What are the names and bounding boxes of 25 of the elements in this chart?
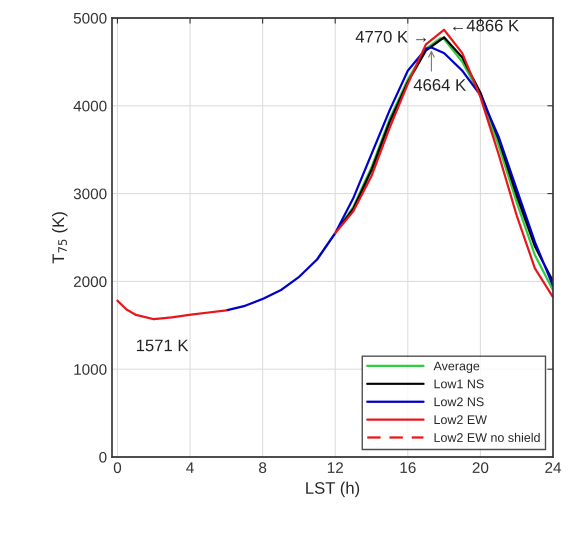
annotation: 4664 K: [414, 79, 466, 91]
legend-label: Low2 EW: [434, 415, 487, 424]
y-tick-label: 4000: [74, 100, 107, 112]
y-tick-label: 3000: [74, 188, 107, 200]
x-tick-label: 12: [328, 462, 343, 473]
y-tick-label: 5000: [74, 12, 107, 24]
x-axis-title: LST (h): [306, 482, 360, 498]
x-tick-label: 8: [259, 462, 266, 474]
x-tick-label: 0: [114, 462, 122, 474]
y-axis-title: T$_{75}$ (K): [52, 212, 68, 264]
legend-label: Low1 NS: [434, 379, 484, 388]
y-tick-label: 2000: [74, 276, 107, 288]
legend-label: Low2 EW no shield: [434, 432, 540, 442]
x-tick-label: 24: [545, 462, 562, 473]
annotation: 4770 K →: [356, 30, 426, 43]
line-series: [225, 46, 553, 312]
annotation: ←4866 K: [453, 20, 519, 32]
legend-label: Low2 NS: [434, 397, 484, 406]
y-tick-label: 1000: [74, 364, 107, 375]
x-tick-label: 16: [400, 462, 416, 474]
y-tick-label: 0: [99, 452, 107, 463]
legend-label: Average: [434, 362, 480, 373]
x-tick-label: 4: [186, 462, 194, 473]
annotation: 1571 K: [136, 340, 188, 352]
x-tick-label: 20: [472, 462, 488, 474]
